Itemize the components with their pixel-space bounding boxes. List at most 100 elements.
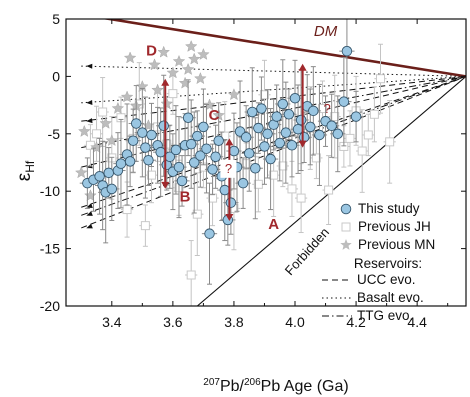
previous-jh-point [192, 209, 202, 219]
this-study-point [274, 137, 285, 149]
this-study-point [103, 167, 114, 179]
dm-line [101, 19, 466, 78]
this-study-point [195, 150, 206, 161]
this-study-point [198, 121, 209, 133]
this-study-point [201, 143, 212, 154]
previous-mn-point [184, 39, 198, 52]
legend-entry-label: This study [358, 201, 420, 216]
x-axis-title-iso-206: 206 [244, 377, 261, 388]
question-background [220, 159, 237, 178]
previous-jh-layer [84, 43, 396, 306]
previous-jh-point [324, 185, 334, 195]
previous-mn-point [187, 52, 201, 65]
previous-mn-point [166, 66, 180, 79]
this-study-point [219, 184, 231, 196]
reservoir-arrowhead [86, 223, 93, 229]
x-tick-label: 3.4 [102, 314, 122, 330]
reservoir-arrowhead [86, 203, 93, 209]
x-axis-title-mid: Pb/ [220, 378, 245, 395]
this-study-point [207, 164, 218, 175]
annotation-letter: C [209, 107, 220, 124]
this-study-point [213, 135, 224, 146]
previous-mn-point [181, 62, 195, 75]
this-study-point [188, 157, 200, 168]
legend-previous-jh-marker [341, 222, 351, 232]
previous-mn-point [77, 124, 91, 137]
dm-label: DM [314, 23, 338, 40]
x-tick-label: 4.2 [346, 314, 366, 330]
y-tick-label: -15 [40, 241, 60, 257]
previous-jh-point [122, 205, 132, 215]
previous-jh-point [146, 170, 156, 180]
this-study-point [295, 114, 307, 126]
previous-mn-point [74, 166, 88, 179]
this-study-point [143, 154, 154, 166]
this-study-point [253, 122, 264, 134]
this-study-point [256, 103, 267, 114]
this-study-point [115, 158, 127, 169]
this-study-point [271, 111, 282, 122]
this-study-point [140, 142, 151, 153]
this-study-point [277, 98, 289, 110]
legend-entry-label: Previous JH [358, 219, 431, 234]
this-study-point [247, 106, 258, 118]
reservoir-arrowhead [86, 211, 93, 216]
this-study-point [314, 129, 325, 141]
previous-jh-point [168, 89, 178, 99]
this-study-point [308, 105, 319, 117]
this-study-point [250, 162, 261, 174]
previous-jh-point [287, 184, 297, 194]
annotation-question: ? [225, 161, 232, 176]
x-tick-label: 4.4 [407, 314, 427, 330]
x-axis-title-iso-207: 207 [203, 377, 220, 388]
legend-entry-label: Previous MN [358, 237, 435, 252]
previous-jh-point [369, 109, 379, 119]
this-study-point [106, 183, 118, 195]
this-study-point [127, 135, 139, 146]
this-study-point [146, 129, 157, 141]
this-study-point [265, 153, 276, 165]
previous-jh-point [385, 137, 395, 147]
red-arrowhead-up [225, 138, 234, 146]
this-study-point [259, 141, 270, 152]
y-axis-title-main: ε [14, 172, 35, 181]
this-study-point [225, 197, 237, 208]
this-study-point [185, 138, 197, 150]
this-study-point [338, 96, 350, 107]
this-study-point [158, 120, 169, 132]
plot-frame [65, 18, 467, 307]
this-study-point [204, 228, 215, 239]
previous-mn-point [148, 58, 161, 71]
this-study-point [243, 148, 255, 159]
legend-this-study-marker [340, 203, 352, 215]
previous-jh-point [376, 74, 386, 84]
this-study-point [94, 171, 105, 182]
this-study-point [192, 130, 203, 142]
x-axis-title-tail: Pb Age (Ga) [261, 378, 349, 395]
reservoir-arrowhead [86, 118, 93, 124]
reservoir-line-dashed [81, 75, 466, 229]
this-study-point [240, 131, 252, 143]
annotation-question: ? [323, 101, 330, 116]
this-study-point [237, 177, 249, 189]
legend-reservoirs-title: Reservoirs: [354, 256, 422, 271]
reservoir-arrowhead [86, 63, 93, 69]
legend-previous-mn-marker [340, 239, 352, 250]
this-study-point [286, 140, 298, 151]
previous-mn-point [193, 72, 207, 85]
previous-jh-point [98, 107, 108, 117]
legend: This study Previous JH Previous MN Reservoi… [322, 201, 435, 323]
y-tick-label: -10 [40, 183, 60, 199]
previous-mn-point [227, 88, 241, 101]
red-arrowhead-down [225, 214, 234, 222]
previous-mn-point [178, 76, 192, 89]
legend-reservoir-label: Basalt evo. [357, 290, 424, 305]
previous-jh-point [330, 112, 340, 122]
red-arrowhead-down [161, 181, 170, 189]
y-axis-title-sub: Hf [23, 160, 37, 173]
this-study-point [173, 161, 185, 173]
this-study-point [289, 92, 301, 104]
previous-mn-point [99, 116, 113, 129]
legend-reservoir-label: UCC evo. [357, 272, 416, 287]
